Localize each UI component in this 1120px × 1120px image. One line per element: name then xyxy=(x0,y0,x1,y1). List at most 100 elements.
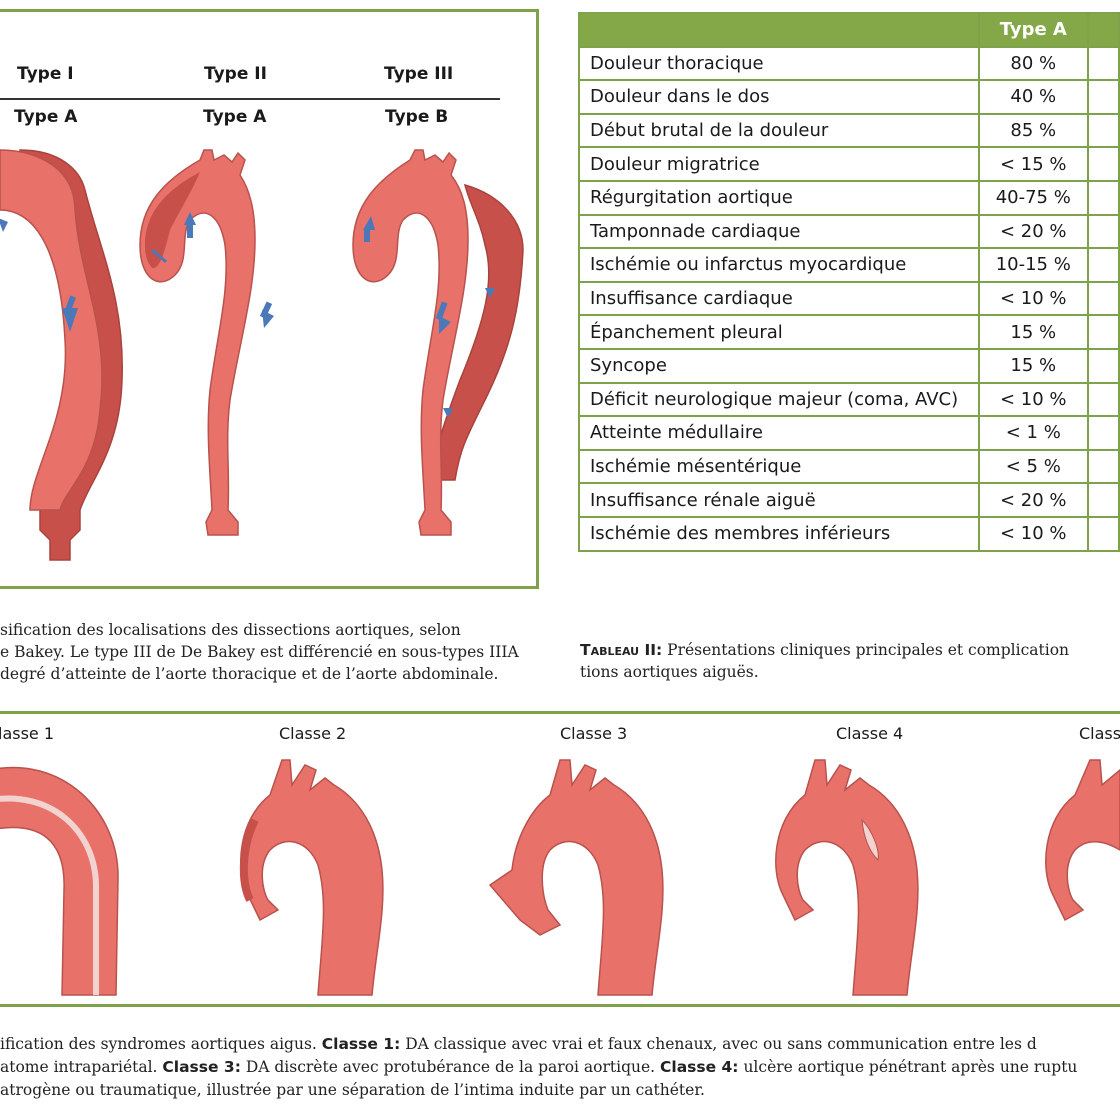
table-row: Insuffisance cardiaque < 10 % xyxy=(578,280,1120,317)
stanford-type-2-label: Type A xyxy=(203,107,267,127)
flow-arrow-icon xyxy=(435,301,451,334)
figure3-caption-line-2: atome intrapariétal. Classe 3: DA discrè… xyxy=(0,1057,1077,1078)
row-value-cut xyxy=(1087,179,1120,216)
row-value-cut xyxy=(1087,247,1120,283)
table-row: Douleur migratrice < 15 % xyxy=(578,146,1120,182)
table-header-type-a: Type A xyxy=(977,12,1090,48)
row-value-type-a: 80 % xyxy=(977,45,1090,82)
header-divider xyxy=(0,98,500,100)
table-row: Ischémie ou infarctus myocardique 10-15 % xyxy=(578,247,1120,283)
table-row: Douleur dans le dos 40 % xyxy=(578,79,1120,115)
figure1-caption-line-2: e Bakey. Le type III de De Bakey est dif… xyxy=(0,643,519,661)
row-label: Insuffisance cardiaque xyxy=(578,280,980,317)
figure1-caption-line-1: sification des localisations des dissect… xyxy=(0,621,461,639)
table-caption-title: Tableau II: xyxy=(580,641,663,659)
row-value-cut xyxy=(1087,515,1120,552)
row-label: Tamponnade cardiaque xyxy=(578,213,980,250)
table-caption-line-1: Tableau II: Présentations cliniques prin… xyxy=(580,640,1069,661)
class-1-label: lasse 1 xyxy=(0,724,55,743)
debakey-type-2-label: Type II xyxy=(204,64,267,84)
debakey-type-3-label: Type III xyxy=(384,64,454,84)
row-label: Régurgitation aortique xyxy=(578,179,980,216)
caption-class-3-bold: Classe 3: xyxy=(162,1058,241,1076)
row-value-type-a: 40 % xyxy=(977,79,1090,115)
row-value-cut xyxy=(1087,146,1120,182)
row-value-cut xyxy=(1087,213,1120,250)
caption-text: DA classique avec vrai et faux chenaux, … xyxy=(400,1035,1037,1053)
row-value-type-a: < 1 % xyxy=(977,415,1090,451)
class-4-label: Classe 4 xyxy=(836,724,904,743)
debakey-type-1-label: Type I xyxy=(17,64,74,84)
row-label: Douleur thoracique xyxy=(578,45,980,82)
table-row: Régurgitation aortique 40-75 % xyxy=(578,179,1120,216)
row-label: Ischémie mésentérique xyxy=(578,448,980,485)
table-row: Atteinte médullaire < 1 % xyxy=(578,415,1120,451)
table-row: Tamponnade cardiaque < 20 % xyxy=(578,213,1120,250)
flow-arrow-icon xyxy=(0,218,8,232)
arch-class-4 xyxy=(775,759,919,996)
row-label: Douleur dans le dos xyxy=(578,79,980,115)
row-label: Atteinte médullaire xyxy=(578,415,980,451)
row-label: Ischémie ou infarctus myocardique xyxy=(578,247,980,283)
aortic-arch-illustrations xyxy=(0,759,1120,996)
row-value-cut xyxy=(1087,79,1120,115)
row-value-type-a: 15 % xyxy=(977,314,1090,350)
row-value-type-a: < 20 % xyxy=(977,482,1090,518)
flow-arrow-icon xyxy=(443,408,453,418)
row-value-type-a: < 20 % xyxy=(977,213,1090,250)
row-value-cut xyxy=(1087,415,1120,451)
row-value-type-a: < 10 % xyxy=(977,381,1090,418)
row-value-type-a: < 10 % xyxy=(977,280,1090,317)
row-value-cut xyxy=(1087,448,1120,485)
aorta-type-1-illustration xyxy=(0,149,123,561)
row-value-cut xyxy=(1087,280,1120,317)
row-value-type-a: 40-75 % xyxy=(977,179,1090,216)
stanford-type-1-label: Type A xyxy=(14,107,78,127)
table-row: Syncope 15 % xyxy=(578,347,1120,384)
caption-text: atome intrapariétal. xyxy=(0,1058,163,1076)
flow-arrow-icon xyxy=(151,248,168,264)
figure1-caption-line-3: degré d’atteinte de l’aorte thoracique e… xyxy=(0,665,499,683)
caption-class-4-bold: Classe 4: xyxy=(660,1058,739,1076)
arch-class-2 xyxy=(239,759,384,996)
caption-class-1-bold: Classe 1: xyxy=(321,1035,401,1053)
arch-class-3 xyxy=(488,759,664,996)
flow-arrow-icon xyxy=(485,288,495,298)
row-value-type-a: 15 % xyxy=(977,347,1090,384)
row-value-cut xyxy=(1087,381,1120,418)
figure3-caption-line-3: atrogène ou traumatique, illustrée par u… xyxy=(0,1081,705,1099)
caption-text: DA discrète avec protubérance de la paro… xyxy=(240,1058,661,1076)
stanford-type-3-label: Type B xyxy=(385,107,449,127)
arch-class-1 xyxy=(0,766,119,996)
aorta-type-3-illustration xyxy=(352,149,524,536)
table-header-cut xyxy=(1087,12,1120,48)
table-row: Début brutal de la douleur 85 % xyxy=(578,112,1120,149)
flow-arrow-icon xyxy=(62,295,78,332)
row-value-cut xyxy=(1087,45,1120,82)
row-value-type-a: 10-15 % xyxy=(977,247,1090,283)
row-label: Douleur migratrice xyxy=(578,146,980,182)
row-value-cut xyxy=(1087,482,1120,518)
table-row: Ischémie mésentérique < 5 % xyxy=(578,448,1120,485)
flow-arrow-icon xyxy=(363,216,375,242)
table-row: Ischémie des membres inférieurs < 10 % xyxy=(578,515,1120,552)
figure3-caption-line-1: ification des syndromes aortiques aigus.… xyxy=(0,1034,1037,1055)
row-value-type-a: < 5 % xyxy=(977,448,1090,485)
caption-text: ulcère aortique pénétrant après une rupt… xyxy=(738,1058,1078,1076)
table-header-blank xyxy=(578,12,980,48)
class-5-label: Class xyxy=(1079,724,1120,743)
table-caption-line-2: tions aortiques aiguës. xyxy=(580,663,759,681)
row-value-type-a: 85 % xyxy=(977,112,1090,149)
class-3-label: Classe 3 xyxy=(560,724,628,743)
row-label: Ischémie des membres inférieurs xyxy=(578,515,980,552)
table-caption-text: Présentations cliniques principales et c… xyxy=(662,641,1070,659)
row-label: Début brutal de la douleur xyxy=(578,112,980,149)
row-label: Épanchement pleural xyxy=(578,314,980,350)
table-row: Douleur thoracique 80 % xyxy=(578,45,1120,82)
aorta-type-2-illustration xyxy=(139,149,274,536)
flow-arrow-icon xyxy=(184,212,196,238)
caption-text: ification des syndromes aortiques aigus. xyxy=(0,1035,322,1053)
row-value-cut xyxy=(1087,347,1120,384)
row-value-type-a: < 10 % xyxy=(977,515,1090,552)
class-2-label: Classe 2 xyxy=(279,724,347,743)
